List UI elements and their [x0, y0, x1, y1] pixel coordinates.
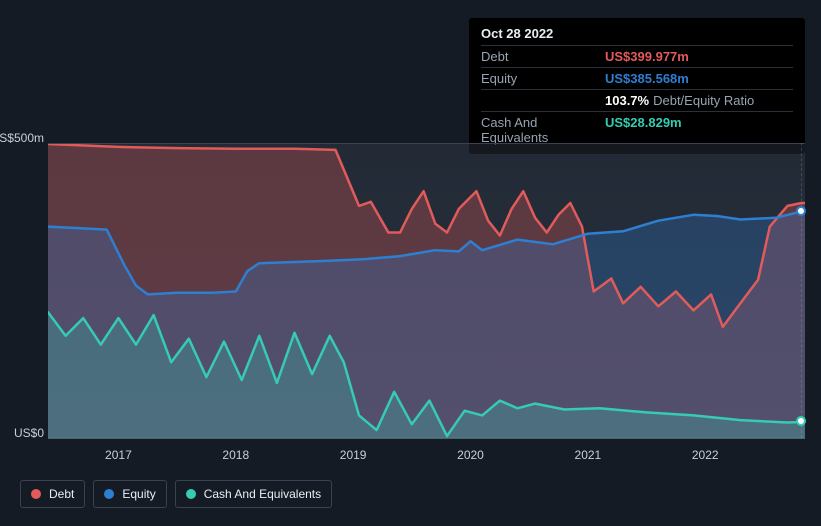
legend-item-label: Cash And Equivalents — [204, 487, 321, 501]
legend-item-equity[interactable]: Equity — [93, 480, 166, 508]
legend-item-debt[interactable]: Debt — [20, 480, 85, 508]
tooltip-date: Oct 28 2022 — [481, 26, 793, 41]
legend-item-label: Debt — [49, 487, 74, 501]
tooltip-row: 103.7% Debt/Equity Ratio — [481, 89, 793, 111]
tooltip-row: EquityUS$385.568m — [481, 67, 793, 89]
tooltip-row-label: Debt — [481, 49, 605, 64]
x-axis-label: 2020 — [457, 448, 484, 462]
legend-swatch-icon — [104, 489, 114, 499]
tooltip-row-suffix: Debt/Equity Ratio — [653, 93, 754, 108]
y-axis-label: US$500m — [0, 131, 44, 145]
tooltip-row-value: US$385.568m — [605, 71, 689, 86]
tooltip-row-value: US$28.829m — [605, 115, 682, 130]
chart-tooltip: Oct 28 2022 DebtUS$399.977mEquityUS$385.… — [469, 18, 805, 154]
series-marker-equity — [796, 206, 806, 216]
chart-plot-area[interactable] — [48, 143, 805, 438]
chart-legend: Debt Equity Cash And Equivalents — [20, 480, 332, 508]
x-axis-label: 2019 — [340, 448, 367, 462]
legend-item-cash-and-equivalents[interactable]: Cash And Equivalents — [175, 480, 332, 508]
legend-item-label: Equity — [122, 487, 155, 501]
tooltip-vertical-line — [801, 143, 802, 438]
tooltip-row-label: Equity — [481, 71, 605, 86]
x-axis-label: 2017 — [105, 448, 132, 462]
legend-swatch-icon — [31, 489, 41, 499]
tooltip-row-label: Cash And Equivalents — [481, 115, 605, 145]
y-axis-label: US$0 — [0, 426, 44, 440]
series-marker-cash — [796, 416, 806, 426]
legend-swatch-icon — [186, 489, 196, 499]
tooltip-row-value: 103.7% — [605, 93, 649, 108]
tooltip-row: DebtUS$399.977m — [481, 45, 793, 67]
tooltip-row-value: US$399.977m — [605, 49, 689, 64]
x-axis-label: 2018 — [222, 448, 249, 462]
x-axis-label: 2022 — [692, 448, 719, 462]
x-axis-label: 2021 — [575, 448, 602, 462]
